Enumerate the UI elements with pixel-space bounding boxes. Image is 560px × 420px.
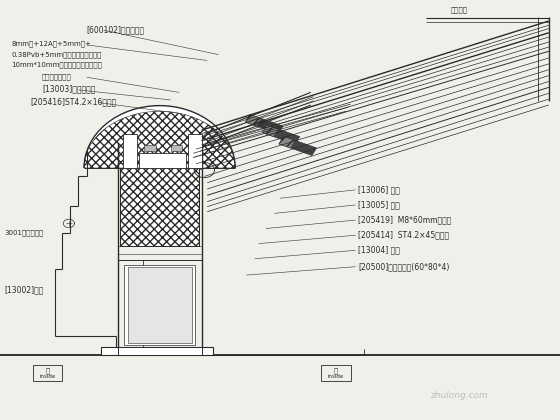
Bar [144,145,156,151]
Bar [124,265,195,345]
Text: [13002]外杆: [13002]外杆 [4,285,44,294]
Text: [205414]  ST4.2×45内膳钉: [205414] ST4.2×45内膳钉 [358,231,450,240]
Text: 小板天井: 小板天井 [451,7,468,13]
Bar [118,347,202,355]
Bar [279,136,295,148]
Text: [600102]三层阳光板: [600102]三层阳光板 [87,25,145,34]
Bar [188,134,202,168]
Text: [13004] 中杆: [13004] 中杆 [358,246,400,255]
Bar [101,346,213,355]
Text: 10mm*10mm钙板，内外贴菲木面幕: 10mm*10mm钙板，内外贴菲木面幕 [11,62,102,68]
Text: inside: inside [328,374,344,379]
Text: 8mm榜+12A气+5mm榜+: 8mm榜+12A气+5mm榜+ [11,41,91,47]
Text: [13005] 下杆: [13005] 下杆 [358,200,400,210]
Bar [139,153,186,168]
Bar [245,115,283,134]
Text: [20500]小方形铝管(60*80*4): [20500]小方形铝管(60*80*4) [358,262,450,271]
Text: [205416]ST4.2×16自捉钉: [205416]ST4.2×16自捉钉 [31,97,117,106]
Bar [33,365,62,381]
Bar [120,168,199,246]
Text: inside: inside [39,374,56,379]
Bar [245,115,262,126]
Text: 0.38Pvb+5mm白玄层中间膳幕饿楼: 0.38Pvb+5mm白玄层中间膳幕饿楼 [11,51,101,58]
Bar [123,134,137,168]
Bar [262,125,278,136]
Bar [171,145,182,151]
Bar [262,125,300,144]
Text: 通贯式菲木面幕: 通贯式菲木面幕 [42,73,72,80]
Polygon shape [84,106,235,168]
Bar [120,168,199,246]
Text: 里: 里 [45,368,50,374]
Bar [321,365,351,381]
Bar [279,136,316,155]
Bar [128,267,192,343]
Text: [205419]  M8*60mm内膳钉: [205419] M8*60mm内膳钉 [358,215,452,225]
Text: 里: 里 [334,368,338,374]
Text: 3001小方形铝管: 3001小方形铝管 [4,230,44,236]
Text: [13003]内膳幕杉果: [13003]内膳幕杉果 [42,84,95,94]
Text: [13006] 上杆: [13006] 上杆 [358,185,400,194]
Text: zhulong.com: zhulong.com [430,391,488,400]
